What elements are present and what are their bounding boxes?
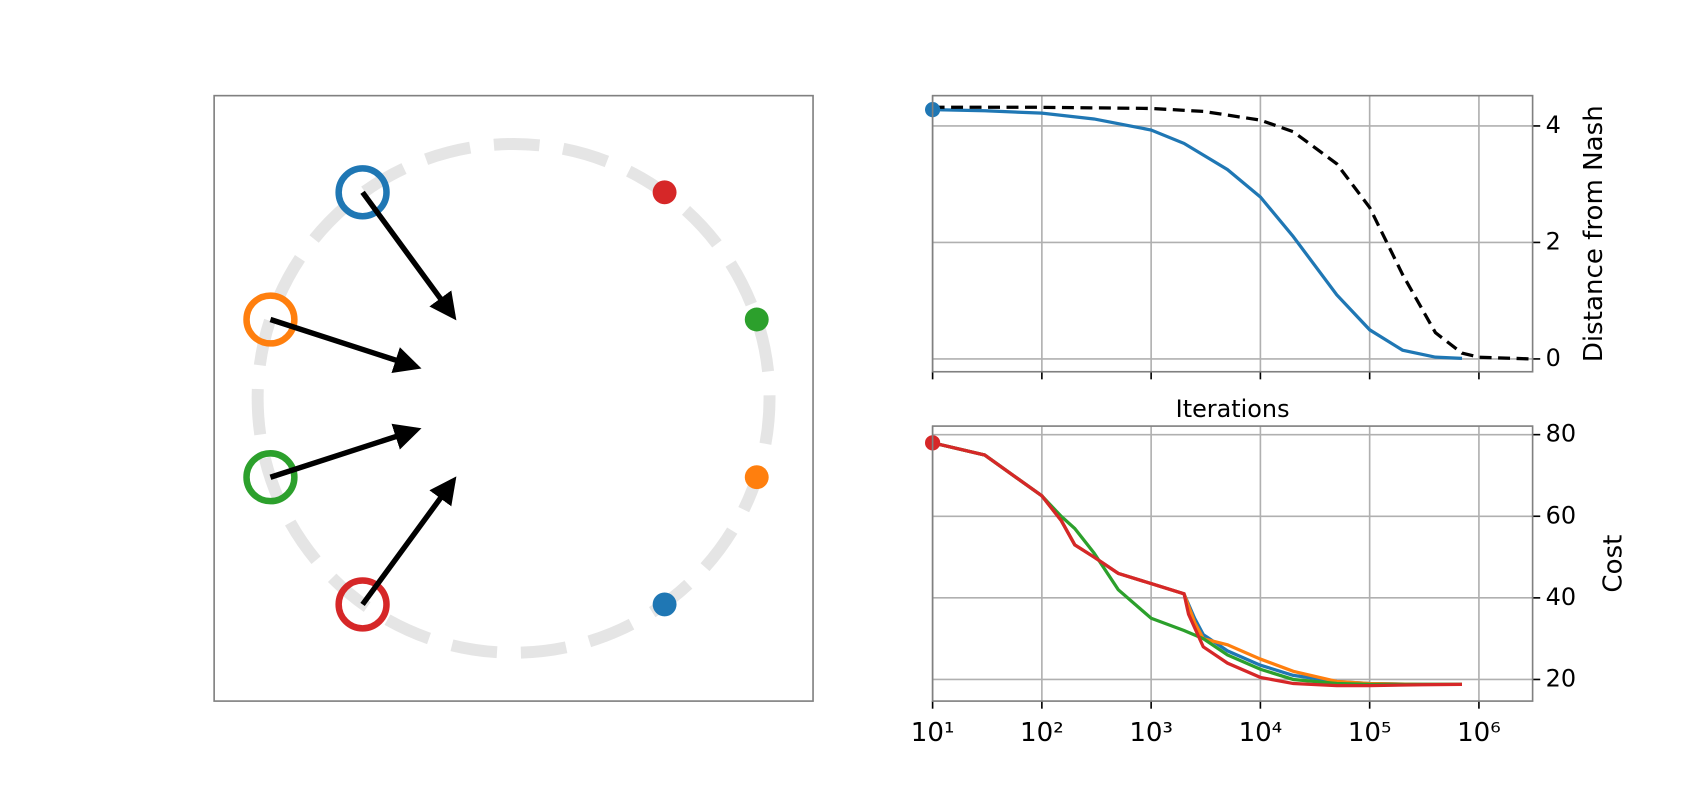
y-tick-label: 2: [1546, 227, 1561, 255]
velocity-arrow: [269, 316, 422, 374]
y-tick-label: 4: [1546, 111, 1561, 139]
velocity-arrow: [269, 423, 422, 480]
y-tick-label: 60: [1546, 501, 1576, 529]
x-tick-label: 10³: [1129, 718, 1173, 748]
velocity-arrow: [360, 476, 457, 607]
y-axis-label: Distance from Nash: [1579, 105, 1609, 362]
agent-start: [243, 450, 298, 505]
series-line: [932, 108, 1463, 360]
axes-frame: [931, 425, 1534, 702]
series-line: [932, 441, 1462, 686]
x-tick-label: 10⁶: [1457, 718, 1501, 748]
series-line: [932, 441, 1462, 686]
series-line: [932, 105, 1532, 361]
series-line: [932, 441, 1462, 686]
y-tick-label: 0: [1546, 344, 1561, 372]
y-tick-label: 20: [1546, 664, 1576, 692]
y-axis-label: Cost: [1599, 535, 1629, 593]
x-tick-label: 10⁵: [1348, 718, 1392, 748]
agent-start: [335, 577, 390, 632]
x-axis-label: Iterations: [1176, 395, 1290, 423]
series-line: [932, 441, 1463, 688]
agent-goal: [652, 592, 677, 617]
agent-start: [243, 292, 298, 347]
y-tick-label: 80: [1546, 420, 1576, 448]
axes-frame: [931, 94, 1534, 373]
agent-goal: [652, 180, 677, 205]
goal-circle: [251, 138, 776, 659]
y-tick-label: 40: [1546, 583, 1576, 611]
x-tick-label: 10¹: [911, 718, 955, 748]
agent-goal: [744, 307, 769, 332]
panel-frame: [213, 94, 814, 702]
x-tick-label: 10²: [1020, 718, 1064, 748]
velocity-arrow: [360, 190, 457, 321]
agent-start: [335, 165, 390, 220]
x-tick-label: 10⁴: [1239, 718, 1283, 748]
agent-goal: [744, 465, 769, 490]
